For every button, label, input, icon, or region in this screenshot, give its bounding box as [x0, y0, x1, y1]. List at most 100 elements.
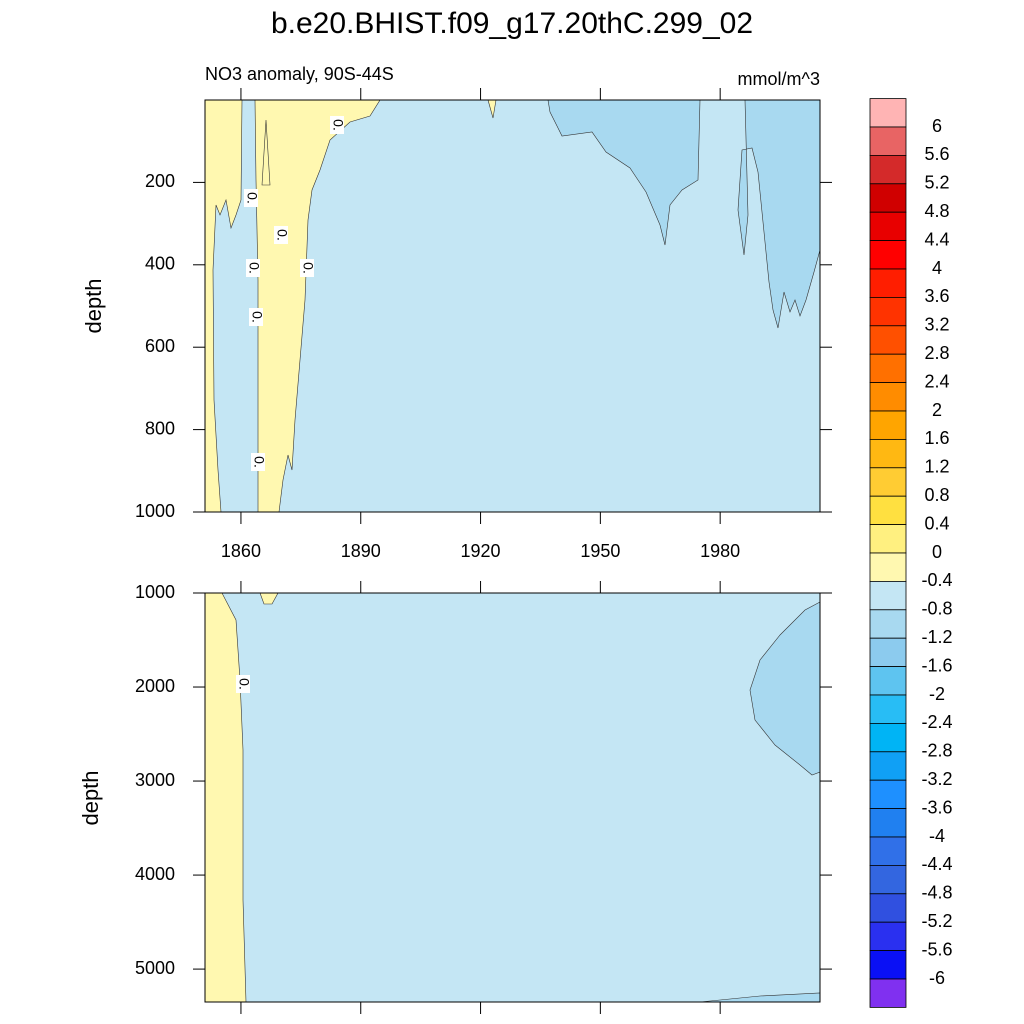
colorbar-box: [869, 495, 907, 526]
colorbar-box: [869, 723, 907, 753]
colorbar-label: -3.2: [921, 769, 952, 789]
contour-region: [737, 99, 821, 329]
colorbar-box: [869, 98, 907, 128]
x-tick-label: 1860: [221, 541, 261, 561]
contour-label: 0.: [330, 119, 346, 131]
colorbar-label: -0.4: [921, 570, 952, 590]
colorbar-label: -6: [929, 968, 945, 988]
contour-region: [547, 99, 701, 246]
colorbar-box: [869, 865, 907, 895]
colorbar-label: -4: [929, 826, 945, 846]
colorbar-box: [869, 836, 907, 866]
chart-title: b.e20.BHIST.f09_g17.20thC.299_02: [271, 7, 753, 40]
contour-plot: [204, 99, 821, 513]
colorbar-label: -1.2: [921, 627, 952, 647]
colorbar-box: [869, 325, 907, 355]
colorbar-box: [869, 353, 907, 384]
contour-label-bg: [246, 259, 260, 277]
contour-label-bg: [274, 226, 288, 244]
contour-region: [254, 99, 381, 513]
y-axis-label: depth: [78, 770, 103, 825]
contour-region: [204, 592, 821, 1003]
y-tick-label: 2000: [135, 676, 175, 696]
subtitle-left: NO3 anomaly, 90S-44S: [205, 64, 394, 84]
colorbar-box: [869, 154, 907, 185]
colorbar-label: -4.8: [921, 883, 952, 903]
colorbar-label: 6: [932, 116, 942, 136]
colorbar-label: -5.2: [921, 911, 952, 931]
colorbar-box: [869, 893, 907, 923]
colorbar-box: [869, 183, 907, 213]
contour-plot: [204, 592, 821, 1003]
colorbar-label: 0.8: [924, 485, 949, 505]
contour-label: 0.: [236, 678, 252, 690]
colorbar-label: 1.6: [924, 428, 949, 448]
colorbar-box: [869, 694, 907, 724]
contour-label-bg: [249, 308, 263, 326]
colorbar-label: 0.4: [924, 513, 949, 533]
colorbar-box: [869, 779, 907, 810]
colorbar-box: [869, 637, 907, 668]
colorbar-label: 5.2: [924, 173, 949, 193]
colorbar-box: [869, 950, 907, 980]
colorbar-label: 4: [932, 258, 942, 278]
contour-label-bg: [330, 116, 344, 134]
colorbar-label: 0: [932, 542, 942, 562]
colorbar-box: [869, 808, 907, 838]
x-tick-label: 1890: [341, 541, 381, 561]
x-tick-label: 1920: [461, 541, 501, 561]
y-tick-label: 600: [145, 336, 175, 356]
colorbar-box: [869, 240, 907, 270]
colorbar-box: [869, 552, 907, 582]
colorbar-label: -2.4: [921, 712, 952, 732]
colorbar-label: 2.4: [924, 371, 949, 391]
contour-region: [261, 119, 271, 186]
colorbar-label: 5.6: [924, 144, 949, 164]
units-label: mmol/m^3: [738, 69, 820, 89]
colorbar-box: [869, 438, 907, 469]
colorbar-box: [869, 609, 907, 639]
colorbar-box: [869, 978, 907, 1008]
colorbar-box: [869, 211, 907, 241]
colorbar-label: 2.8: [924, 343, 949, 363]
y-tick-label: 1000: [135, 501, 175, 521]
contour-region: [204, 99, 243, 513]
colorbar-label: 4.4: [924, 229, 949, 249]
y-axis-label: depth: [81, 278, 106, 333]
colorbar-box: [869, 581, 907, 611]
colorbar-label: -2: [929, 684, 945, 704]
colorbar-box: [869, 666, 907, 696]
contour-label-bg: [244, 189, 258, 207]
colorbar-box: [869, 524, 907, 554]
colorbar-label: 1.2: [924, 457, 949, 477]
y-tick-label: 200: [145, 171, 175, 191]
colorbar-label: 3.2: [924, 315, 949, 335]
y-tick-label: 4000: [135, 864, 175, 884]
plot-frame: [204, 592, 821, 1003]
contour-label-bg: [251, 453, 265, 471]
y-tick-label: 5000: [135, 958, 175, 978]
contour-label: 0.: [244, 192, 260, 204]
colorbar-label: 4.8: [924, 201, 949, 221]
contour-label-bg: [300, 259, 314, 277]
x-tick-label: 1950: [580, 541, 620, 561]
y-tick-label: 1000: [135, 582, 175, 602]
contour-label: 0.: [246, 262, 262, 274]
y-tick-label: 800: [145, 418, 175, 438]
colorbar-box: [869, 126, 907, 156]
colorbar-box: [869, 921, 907, 952]
y-tick-label: 400: [145, 254, 175, 274]
contour-label: 0.: [274, 229, 290, 241]
colorbar-box: [869, 751, 907, 781]
colorbar-label: -4.4: [921, 854, 952, 874]
contour-region: [749, 601, 821, 776]
colorbar-box: [869, 467, 907, 497]
colorbar-label: -1.6: [921, 655, 952, 675]
colorbar-box: [869, 382, 907, 412]
colorbar-label: -2.8: [921, 741, 952, 761]
colorbar-label: -3.6: [921, 797, 952, 817]
colorbar-label: 3.6: [924, 286, 949, 306]
colorbar-label: -0.8: [921, 599, 952, 619]
y-tick-label: 3000: [135, 770, 175, 790]
